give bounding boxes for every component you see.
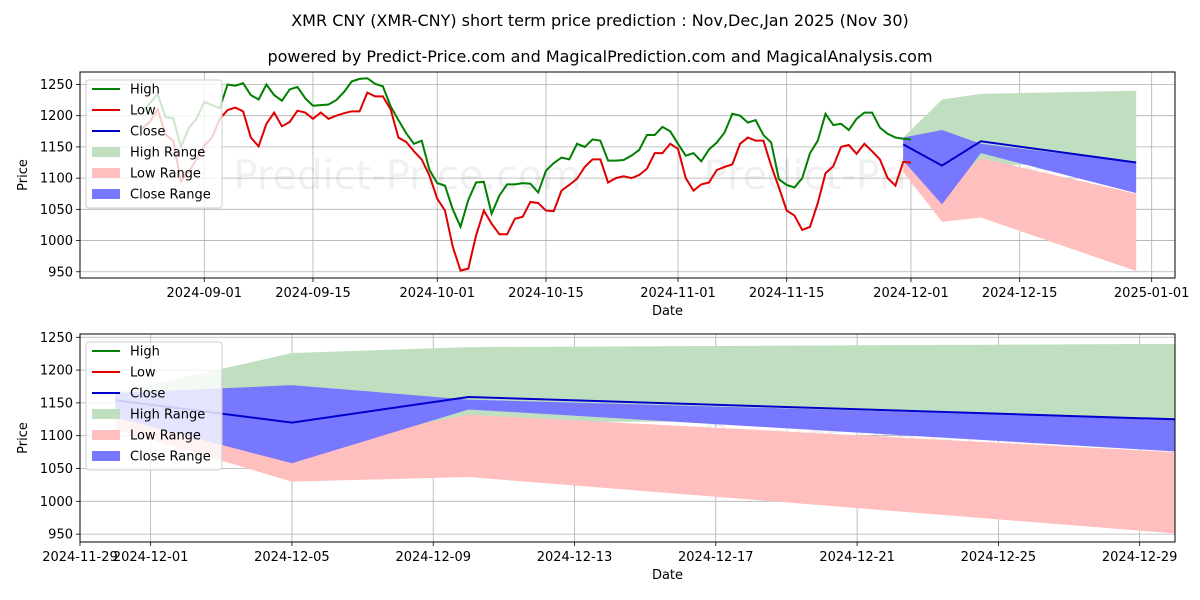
y-tick-label: 1050 <box>40 462 73 477</box>
legend-label: Low <box>130 104 156 119</box>
legend-label: High <box>130 83 160 98</box>
high-line <box>141 77 912 230</box>
chart-subtitle: powered by Predict-Price.com and Magical… <box>267 47 932 66</box>
legend-swatch-patch <box>92 409 120 419</box>
plot-area <box>115 343 1175 534</box>
x-tick-label: 2024-12-13 <box>537 550 613 565</box>
y-tick-label: 1200 <box>40 109 73 124</box>
x-axis-label: Date <box>652 304 683 319</box>
legend-label: High Range <box>130 146 205 161</box>
y-axis-label: Price <box>16 422 31 454</box>
y-tick-label: 1000 <box>40 234 73 249</box>
y-tick-label: 1250 <box>40 78 73 93</box>
x-tick-label: 2024-09-15 <box>275 286 351 301</box>
y-tick-label: 950 <box>48 265 73 280</box>
low-line <box>141 91 912 272</box>
plot-frame <box>79 333 1176 543</box>
legend-label: Low <box>130 366 156 381</box>
y-tick-label: 1150 <box>40 140 73 155</box>
x-tick-label: 2025-01-01 <box>1114 286 1190 301</box>
legend-swatch-patch <box>92 147 120 157</box>
legend-swatch-patch <box>92 168 120 178</box>
y-axis-label: Price <box>16 159 31 191</box>
x-tick-label: 2024-12-25 <box>961 550 1037 565</box>
close-range-band <box>903 130 1137 205</box>
legend-swatch-patch <box>92 189 120 199</box>
legend-label: Close <box>130 387 165 402</box>
y-tick-label: 950 <box>48 528 73 543</box>
close-range-band <box>115 385 1175 464</box>
legend-swatch-patch <box>92 451 120 461</box>
low-range-band <box>903 150 1137 272</box>
y-tick-label: 1100 <box>40 429 73 444</box>
y-tick-label: 1000 <box>40 495 73 510</box>
x-tick-label: 2024-09-01 <box>166 286 242 301</box>
y-tick-label: 1100 <box>40 172 73 187</box>
x-tick-label: 2024-10-15 <box>508 286 584 301</box>
plot-frame <box>79 71 1176 279</box>
legend: High Low Close High Range Low Range Close Ran… <box>85 341 223 471</box>
x-tick-label: 2024-12-21 <box>819 550 895 565</box>
x-tick-label: 2024-12-29 <box>1102 550 1178 565</box>
legend-label: Low Range <box>130 167 201 182</box>
y-tick-label: 1200 <box>40 364 73 379</box>
x-axis-label: Date <box>652 568 683 583</box>
x-tick-label: 2024-12-05 <box>254 550 330 565</box>
y-tick-label: 1250 <box>40 331 73 346</box>
legend-label: Close <box>130 125 165 140</box>
x-tick-label: 2024-11-29 <box>42 550 118 565</box>
legend-swatch-patch <box>92 430 120 440</box>
x-tick-label: 2024-12-15 <box>982 286 1058 301</box>
legend-label: Low Range <box>130 429 201 444</box>
legend-label: High Range <box>130 408 205 423</box>
x-tick-label: 2024-10-01 <box>399 286 475 301</box>
y-tick-label: 1150 <box>40 396 73 411</box>
chart-title: XMR CNY (XMR-CNY) short term price predi… <box>291 11 909 30</box>
x-tick-label: 2024-12-09 <box>395 550 471 565</box>
legend: High Low Close High Range Low Range Close Ran… <box>85 79 223 209</box>
plot-area <box>141 77 1137 272</box>
watermark-text: Predict-Price.com <box>234 153 582 199</box>
x-tick-label: 2024-12-17 <box>678 550 754 565</box>
legend-label: Close Range <box>130 188 211 203</box>
x-tick-label: 2024-11-01 <box>640 286 716 301</box>
top-panel: 2024-09-01 2024-09-15 2024-10-01 2024-10-15… <box>16 71 1190 319</box>
close-forecast-line <box>902 140 1137 167</box>
y-tick-label: 1050 <box>40 203 73 218</box>
legend-label: High <box>130 345 160 360</box>
low-range-band <box>115 406 1175 534</box>
x-tick-label: 2024-11-15 <box>749 286 825 301</box>
x-tick-label: 2024-12-01 <box>873 286 949 301</box>
legend-label: Close Range <box>130 450 211 465</box>
x-tick-label: 2024-12-01 <box>113 550 189 565</box>
